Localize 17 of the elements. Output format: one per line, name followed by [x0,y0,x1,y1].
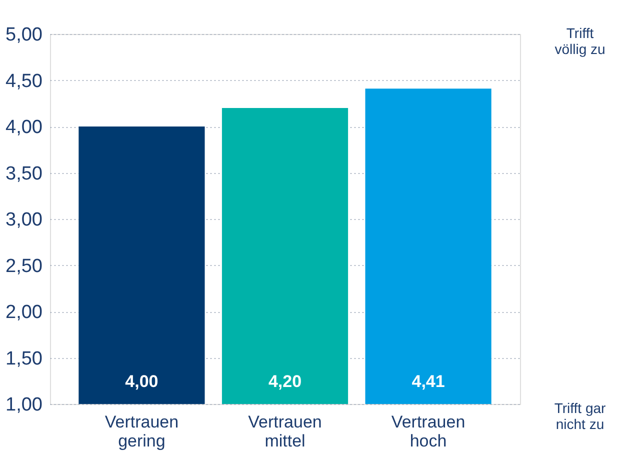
text: Trifft gar nicht zu [554,400,606,432]
y-tick-label: 2,50 [6,256,42,277]
data-label: 4,00 [125,372,158,391]
y-tick-label: 3,50 [6,163,42,184]
data-label: 4,20 [268,372,302,391]
x-tick-label: Vertrauen gering [104,412,179,450]
y-tick-label: 4,50 [6,70,42,92]
y-tick-label: 3,00 [6,210,42,230]
data-label: 4,41 [412,372,445,391]
y-tick-label: 5,00 [6,24,42,46]
y-tick-label: 1,50 [6,348,42,370]
text: Trifft völlig zu [554,25,606,57]
x-tick-label: Vertrauen hoch [391,412,466,450]
y-tick-label: 4,00 [6,117,42,138]
x-tick-label: Vertrauen mittel [248,412,322,450]
y-tick-label: 2,00 [6,302,42,323]
y-tick-label: 1,00 [6,394,42,416]
